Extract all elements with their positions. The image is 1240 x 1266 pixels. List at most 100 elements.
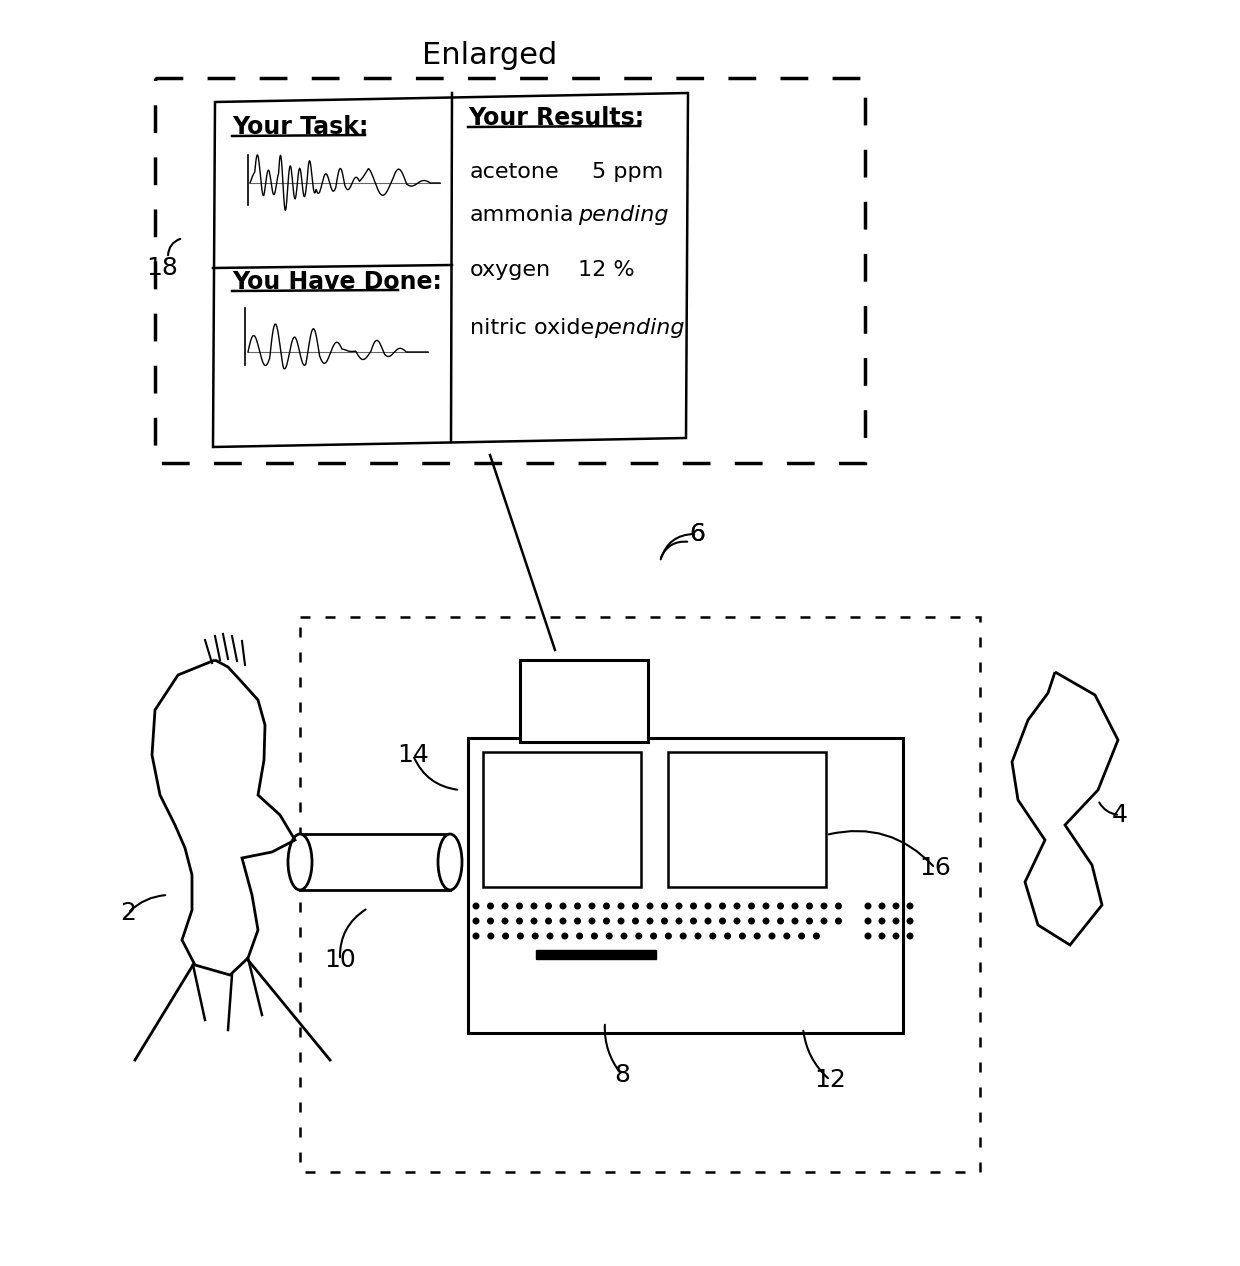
Circle shape: [784, 933, 790, 939]
Circle shape: [769, 933, 775, 939]
Circle shape: [531, 903, 537, 909]
Circle shape: [792, 918, 797, 924]
Circle shape: [532, 933, 538, 939]
Text: 6: 6: [689, 522, 706, 546]
Text: 18: 18: [146, 256, 177, 280]
Circle shape: [606, 933, 613, 939]
Circle shape: [676, 903, 682, 909]
Circle shape: [517, 903, 522, 909]
Circle shape: [754, 933, 760, 939]
Bar: [467, 738, 903, 1033]
Circle shape: [474, 933, 479, 939]
Circle shape: [651, 933, 656, 939]
Circle shape: [589, 903, 595, 909]
Circle shape: [719, 903, 725, 909]
Circle shape: [739, 933, 745, 939]
Circle shape: [619, 918, 624, 924]
Circle shape: [647, 918, 652, 924]
Circle shape: [879, 918, 885, 924]
Circle shape: [696, 933, 701, 939]
Text: Your Results:: Your Results:: [467, 106, 644, 130]
Text: 12 %: 12 %: [578, 260, 635, 280]
Circle shape: [777, 918, 784, 924]
Text: ammonia: ammonia: [470, 205, 574, 225]
Circle shape: [749, 918, 754, 924]
Circle shape: [546, 918, 552, 924]
Ellipse shape: [288, 834, 312, 890]
Circle shape: [487, 918, 494, 924]
Circle shape: [604, 918, 609, 924]
Circle shape: [560, 903, 565, 909]
Circle shape: [836, 918, 841, 924]
Bar: [484, 752, 641, 887]
Text: 2: 2: [120, 901, 136, 925]
Circle shape: [632, 903, 639, 909]
Circle shape: [574, 918, 580, 924]
Circle shape: [908, 903, 913, 909]
Text: 12: 12: [815, 1069, 846, 1093]
Circle shape: [777, 903, 784, 909]
Circle shape: [591, 933, 598, 939]
Circle shape: [502, 933, 508, 939]
Circle shape: [792, 903, 797, 909]
Circle shape: [711, 933, 715, 939]
Text: pending: pending: [594, 318, 684, 338]
Circle shape: [681, 933, 686, 939]
Circle shape: [517, 933, 523, 939]
Text: Your Task:: Your Task:: [232, 115, 368, 139]
Bar: [300, 834, 450, 890]
Circle shape: [866, 933, 870, 939]
Circle shape: [560, 918, 565, 924]
Circle shape: [836, 903, 841, 909]
Circle shape: [879, 903, 885, 909]
Circle shape: [734, 918, 740, 924]
Text: Enlarged: Enlarged: [423, 41, 558, 70]
Ellipse shape: [438, 834, 463, 890]
Text: 6: 6: [689, 522, 706, 546]
Circle shape: [531, 918, 537, 924]
Circle shape: [908, 933, 913, 939]
Circle shape: [489, 933, 494, 939]
Circle shape: [866, 918, 870, 924]
Text: 16: 16: [919, 856, 951, 880]
Circle shape: [574, 903, 580, 909]
Circle shape: [517, 918, 522, 924]
Circle shape: [647, 903, 652, 909]
Circle shape: [474, 903, 479, 909]
Circle shape: [604, 903, 609, 909]
Circle shape: [893, 918, 899, 924]
Circle shape: [474, 918, 479, 924]
Circle shape: [632, 918, 639, 924]
Circle shape: [893, 903, 899, 909]
Circle shape: [706, 903, 711, 909]
Circle shape: [706, 918, 711, 924]
Circle shape: [821, 903, 827, 909]
Circle shape: [662, 918, 667, 924]
Circle shape: [546, 903, 552, 909]
Circle shape: [734, 903, 740, 909]
Circle shape: [908, 918, 913, 924]
Bar: [520, 660, 649, 742]
Circle shape: [866, 903, 870, 909]
Circle shape: [666, 933, 671, 939]
Circle shape: [691, 903, 697, 909]
Circle shape: [502, 903, 508, 909]
Circle shape: [621, 933, 626, 939]
Circle shape: [547, 933, 553, 939]
Circle shape: [487, 903, 494, 909]
Circle shape: [763, 918, 769, 924]
Circle shape: [719, 918, 725, 924]
Circle shape: [807, 903, 812, 909]
Bar: [668, 752, 826, 887]
Text: 14: 14: [397, 743, 429, 767]
Text: 4: 4: [1112, 803, 1128, 827]
Text: You Have Done:: You Have Done:: [232, 270, 441, 294]
Circle shape: [749, 903, 754, 909]
Circle shape: [763, 903, 769, 909]
Bar: [536, 950, 656, 960]
Circle shape: [636, 933, 641, 939]
Text: nitric oxide: nitric oxide: [470, 318, 594, 338]
Circle shape: [691, 918, 697, 924]
Circle shape: [813, 933, 820, 939]
Circle shape: [799, 933, 805, 939]
